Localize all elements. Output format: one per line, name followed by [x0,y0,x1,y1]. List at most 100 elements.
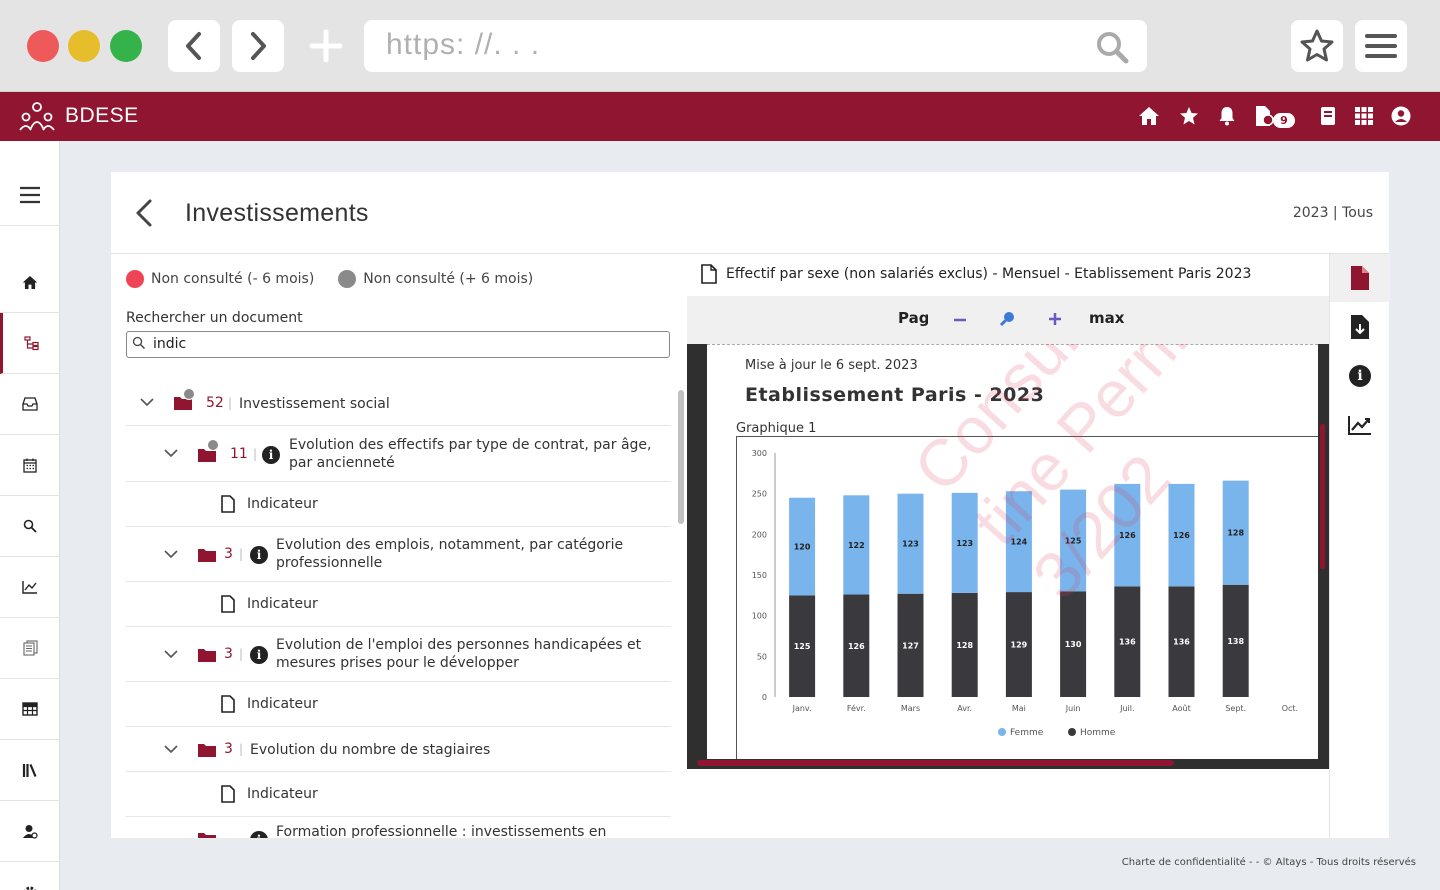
user-circle-icon [1391,106,1411,126]
sidebar-item-tables[interactable] [0,679,60,740]
chevron-down-icon[interactable] [164,745,178,754]
chevron-down-icon[interactable] [164,650,178,659]
back-chevron-icon[interactable] [133,198,155,228]
data-label-femme: 120 [794,543,811,552]
main-card: Investissements 2023 | Tous Non consulté… [111,172,1390,838]
minimize-window-button[interactable] [68,30,100,62]
document-label: Indicateur [247,596,318,612]
bar-homme [789,595,816,697]
favorites-button[interactable] [1177,104,1201,128]
download-button[interactable] [1330,303,1390,351]
hamburger-icon [20,186,40,203]
pdf-viewer[interactable]: Mise à jour le 6 sept. 2023 Etablissemen… [687,344,1329,769]
chevron-down-icon[interactable] [140,398,154,407]
maximize-window-button[interactable] [110,30,142,62]
period-filter[interactable]: 2023 | Tous [1292,205,1373,221]
zoom-reset-icon[interactable] [999,310,1017,328]
inbox-icon [22,397,38,411]
chevron-down-icon[interactable] [164,550,178,559]
sidebar-item-home[interactable] [0,252,60,313]
calendar-icon [23,458,37,473]
bookmark-button[interactable] [1291,20,1343,72]
viewer-doc-title: Effectif par sexe (non salariés exclus) … [701,264,1251,284]
tree-row-level2[interactable]: 3 | i Evolution des emplois, notamment, … [126,527,671,582]
chart-button[interactable] [1330,401,1390,449]
tree-row-document[interactable]: Indicateur [126,682,671,727]
tree-row-level2[interactable]: 11 | i Evolution des effectifs par type … [126,426,671,482]
url-text: https: //. . . [386,28,541,61]
tree-row-level2[interactable]: 3 | Evolution du nombre de stagiaires [126,727,671,772]
sidebar-item-archive[interactable] [0,374,60,435]
sidebar-item-search[interactable] [0,496,60,557]
sidebar-item-charts[interactable] [0,557,60,618]
home-icon [1139,107,1159,125]
viewer-horizontal-scrollbar[interactable] [697,760,1174,766]
grid-icon [1355,107,1373,125]
sidebar-item-calendar[interactable] [0,435,60,496]
guide-button[interactable] [1316,104,1340,128]
documents-button[interactable] [1252,104,1276,128]
folder-count: 11 [230,446,248,462]
data-label-homme: 125 [794,642,811,651]
close-window-button[interactable] [27,30,59,62]
home-button[interactable] [1137,104,1161,128]
notification-badge: 9 [1273,113,1295,128]
tree-row-level2[interactable]: 3 | i Evolution de l'emploi des personne… [126,627,671,682]
legend-old: Non consulté (+ 6 mois) [363,271,534,287]
chevron-down-icon[interactable] [164,449,178,458]
chevron-right-icon [251,32,266,60]
notifications-button[interactable] [1215,104,1239,128]
scroll-thumb[interactable] [678,390,684,524]
tree-row-document[interactable]: Indicateur [126,772,671,817]
new-tab-button[interactable] [306,24,346,68]
tree-row-document[interactable]: Indicateur [126,582,671,627]
sidebar-item-library[interactable] [0,740,60,801]
tree-row-level1[interactable]: 52 | Investissement social [126,382,671,426]
info-icon[interactable]: i [250,646,268,664]
view-document-button[interactable] [1330,254,1390,302]
info-icon[interactable]: i [250,546,268,564]
footer[interactable]: Charte de confidentialité - - © Altays -… [1121,857,1416,868]
page-label[interactable]: Page [898,309,928,327]
sidebar-item-users[interactable] [0,801,60,862]
chevron-left-icon [186,32,201,60]
zoom-out-icon[interactable] [952,313,968,327]
file-icon [221,695,235,713]
folder-icon [198,744,216,757]
sidebar-item-tree[interactable] [0,313,60,374]
x-tick-label: Sept. [1225,704,1246,713]
y-tick-label: 100 [752,612,767,621]
x-tick-label: Août [1172,704,1190,713]
info-icon[interactable]: i [262,446,280,464]
browser-back-button[interactable] [168,20,220,72]
card-header: Investissements 2023 | Tous [111,172,1389,254]
user-account-button[interactable] [1389,104,1413,128]
sidebar-item-reports[interactable] [0,618,60,679]
data-label-femme: 128 [1227,529,1244,538]
legend-recent: Non consulté (- 6 mois) [151,271,315,287]
chart-frame: 0 50 100 150 200 250 300 125 120 Janv. 126 122 Févr.… [736,436,1318,759]
zoom-in-icon[interactable] [1047,311,1063,327]
file-icon [221,595,235,613]
url-bar[interactable]: https: //. . . [364,20,1147,72]
doc-title-text: Effectif par sexe (non salariés exclus) … [726,266,1252,282]
apps-button[interactable] [1352,104,1376,128]
sidebar-menu-toggle[interactable] [0,164,60,226]
viewer-vertical-scrollbar[interactable] [1320,424,1325,569]
viewer-actions: i [1329,254,1390,838]
info-icon[interactable]: i [250,831,268,838]
folder-icon [174,397,192,410]
info-button[interactable]: i [1330,352,1390,400]
tree-scrollbar[interactable] [677,382,685,838]
browser-menu-button[interactable] [1355,20,1407,72]
document-search-input[interactable]: indic [126,331,670,358]
data-label-homme: 126 [848,642,865,651]
browser-forward-button[interactable] [232,20,284,72]
tree-row-document[interactable]: Indicateur [126,482,671,527]
legend-marker-femme [998,728,1006,736]
tree-row-level2[interactable]: i Formation professionnelle : investisse… [126,817,671,838]
document-label: Indicateur [247,786,318,802]
sidebar-item-settings[interactable] [0,862,60,890]
zoom-level[interactable]: max [1089,309,1125,327]
bar-homme [1168,586,1195,697]
